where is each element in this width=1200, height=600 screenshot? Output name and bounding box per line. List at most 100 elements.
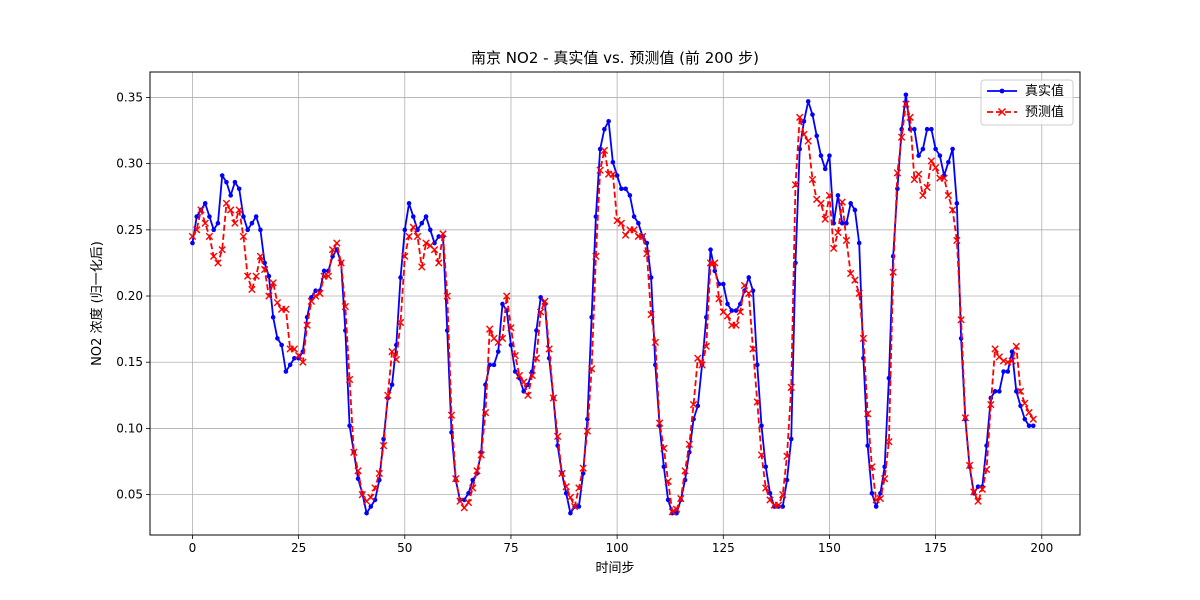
predicted-value-point	[872, 496, 880, 504]
predicted-value-point	[732, 321, 740, 329]
predicted-value-point	[664, 477, 672, 486]
predicted-value-point	[592, 252, 600, 260]
predicted-value-point	[749, 345, 757, 353]
true-value-point	[389, 382, 395, 388]
y-tick-label: 0.15	[116, 355, 143, 369]
predicted-value-point	[685, 440, 694, 449]
predicted-value-point	[392, 355, 400, 364]
predicted-value-point	[282, 305, 290, 313]
predicted-value-point	[745, 289, 753, 298]
true-value-point	[827, 153, 832, 158]
predicted-value-point	[621, 231, 630, 239]
predicted-value-point	[1012, 342, 1020, 351]
series-pred	[188, 100, 1037, 516]
predicted-value-point	[715, 294, 723, 303]
true-value-point	[754, 362, 760, 368]
predicted-value-point	[868, 463, 876, 471]
true-value-point	[534, 328, 539, 333]
predicted-value-point	[787, 383, 795, 392]
predicted-value-point	[838, 198, 846, 206]
true-value-point	[916, 153, 921, 158]
true-value-point	[568, 510, 573, 516]
predicted-value-point	[541, 297, 549, 306]
predicted-value-point	[299, 358, 307, 366]
true-value-point	[1009, 349, 1015, 354]
predicted-value-point	[405, 232, 413, 241]
x-tick-label: 200	[1030, 541, 1053, 555]
predicted-value-point	[205, 232, 214, 241]
true-value-point	[580, 471, 586, 476]
true-value-point	[279, 342, 284, 348]
true-value-point	[720, 281, 726, 287]
predicted-value-point	[396, 318, 405, 327]
true-value-point	[1026, 423, 1032, 429]
true-value-point	[266, 273, 272, 279]
true-value-point	[767, 490, 773, 496]
true-value-point	[619, 186, 624, 192]
predicted-value-point	[520, 378, 528, 386]
predicted-value-point	[897, 133, 906, 141]
predicted-value-point	[842, 236, 851, 245]
predicted-value-point	[252, 272, 260, 280]
predicted-value-point	[965, 461, 974, 470]
x-tick-label: 175	[924, 541, 947, 555]
predicted-value-point	[477, 451, 485, 459]
true-value-point	[410, 214, 416, 219]
predicted-value-point	[655, 419, 664, 427]
true-value-point	[729, 308, 735, 313]
true-value-point	[253, 214, 259, 219]
predicted-value-point	[354, 467, 362, 475]
true-value-point	[788, 436, 794, 442]
true-value-point	[997, 389, 1002, 394]
predicted-value-point	[783, 452, 791, 460]
predicted-value-point	[337, 259, 345, 267]
predicted-value-point	[889, 268, 897, 276]
predicted-value-point	[766, 496, 774, 504]
true-value-point	[1014, 389, 1019, 394]
axis-ticks: 0 25 50 75 100 125 150 175 200 0.05 0.10 0.15 0.20 0.…	[116, 90, 1053, 555]
legend-label-true: 真实值	[1025, 83, 1064, 99]
true-value-point	[805, 99, 811, 104]
predicted-value-point	[570, 502, 579, 511]
true-value-point	[258, 227, 263, 233]
predicted-value-point	[677, 494, 685, 503]
plot-series	[188, 92, 1037, 516]
predicted-value-point	[256, 252, 265, 260]
predicted-value-point	[435, 259, 443, 267]
x-tick-label: 75	[503, 541, 518, 555]
predicted-value-point	[566, 493, 575, 501]
predicted-value-point	[817, 199, 825, 208]
true-value-point	[249, 220, 255, 226]
predicted-value-point	[893, 169, 902, 177]
true-value-point	[873, 504, 879, 509]
predicted-value-point	[235, 206, 243, 214]
true-value-point	[1030, 423, 1036, 429]
true-value-point	[631, 214, 637, 219]
predicted-value-point	[1029, 415, 1037, 423]
predicted-value-point	[358, 490, 367, 499]
predicted-value-point	[324, 272, 333, 280]
true-value-point	[466, 490, 471, 496]
true-value-point	[844, 220, 849, 226]
true-value-point	[423, 214, 429, 219]
predicted-value-point	[970, 488, 978, 496]
predicted-value-point	[443, 292, 451, 300]
predicted-value-point	[609, 170, 617, 178]
true-value-point	[495, 349, 501, 354]
true-value-point	[1005, 369, 1011, 374]
predicted-value-point	[736, 308, 744, 316]
x-tick-label: 100	[606, 541, 629, 555]
predicted-value-point	[1004, 358, 1012, 366]
predicted-value-point	[350, 448, 358, 456]
predicted-value-point	[953, 236, 961, 245]
predicted-value-point	[409, 223, 417, 231]
true-value-point	[436, 234, 442, 239]
predicted-value-point	[1008, 357, 1016, 365]
true-value-point	[708, 247, 713, 252]
predicted-value-point	[345, 375, 354, 384]
predicted-value-point	[333, 239, 341, 247]
predicted-value-point	[851, 276, 859, 284]
predicted-value-point	[681, 467, 689, 475]
predicted-value-point	[711, 259, 719, 267]
true-value-point	[508, 342, 514, 348]
